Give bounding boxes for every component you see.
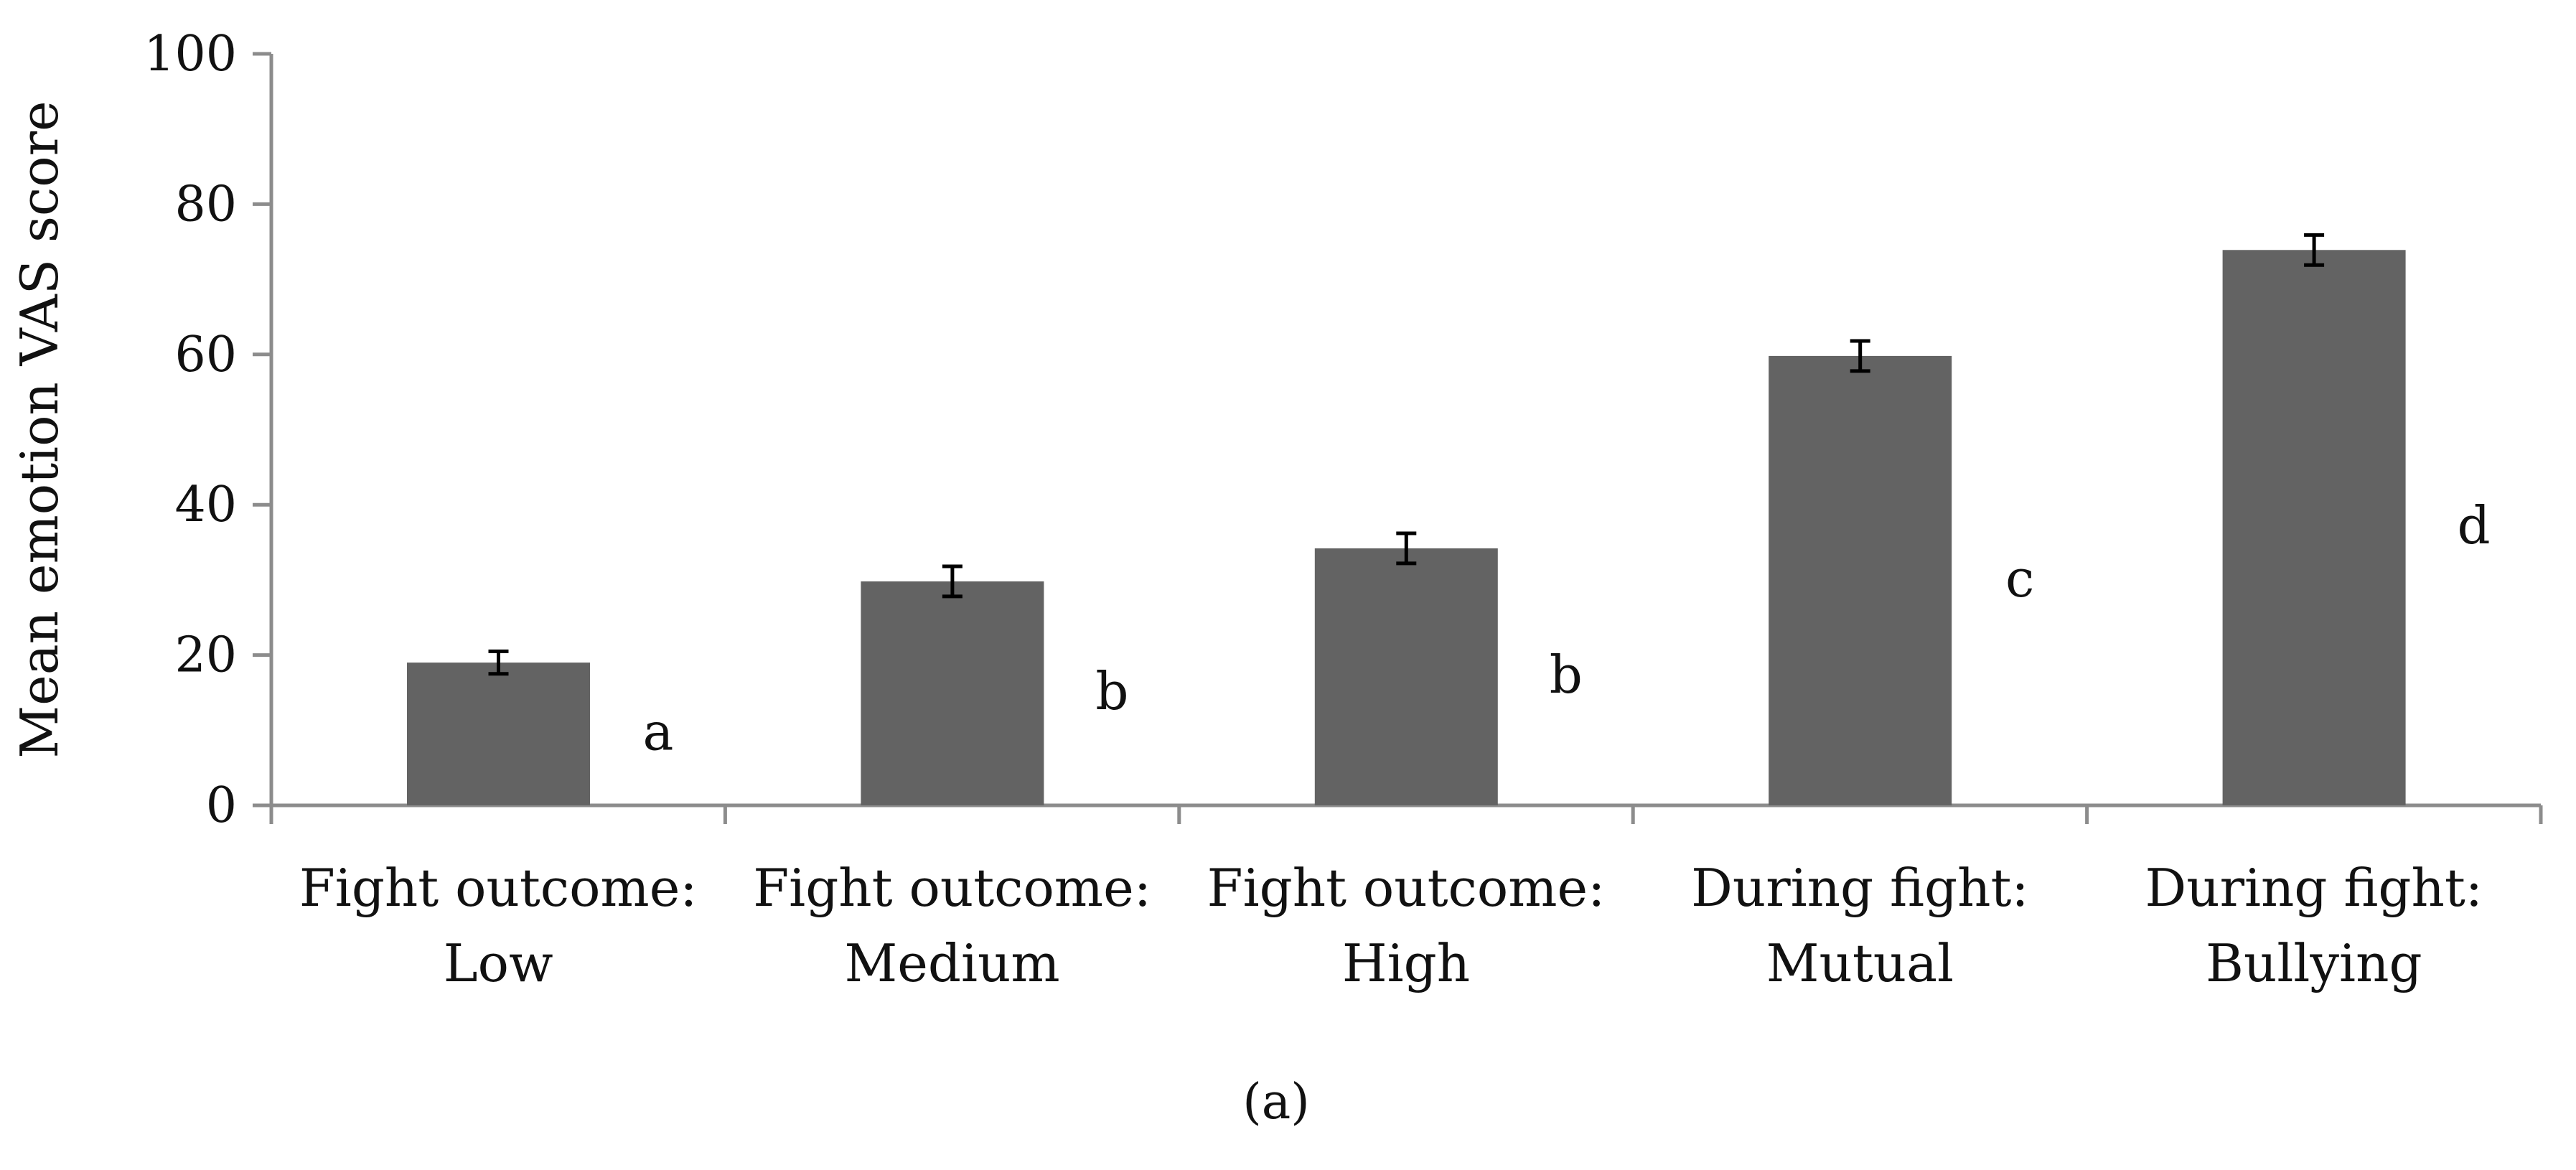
x-axis [269,803,2543,824]
significance-letters: a b b c d [643,495,2491,762]
y-tick-label: 20 [174,627,237,684]
significance-letter: a [643,702,674,762]
y-axis: 0 20 40 60 80 100 [144,26,273,834]
y-tick-label: 80 [174,176,237,233]
significance-letter: c [2005,548,2034,609]
x-tick-label: Fight outcome: [753,858,1151,918]
bar [1314,548,1498,805]
y-axis-title: Mean emotion VAS score [9,100,70,758]
x-tick-label: Mutual [1766,933,1954,993]
error-bars [488,233,2325,676]
y-tick-label: 40 [174,477,237,533]
bar [2222,250,2406,806]
bar [1769,355,1952,805]
bars [407,250,2406,806]
category-labels: Fight outcome: Low Fight outcome: Medium Fig… [299,858,2483,993]
y-tick-label: 0 [206,777,237,834]
x-tick-label: During fight: [2145,858,2483,918]
bar [407,663,590,805]
y-tick-label: 60 [174,327,237,383]
x-tick-label: Bullying [2206,933,2422,993]
x-tick-label: Fight outcome: [299,858,698,918]
significance-letter: b [1095,661,1128,721]
x-tick-label: During fight: [1691,858,2029,918]
panel-label: (a) [1242,1074,1310,1131]
x-tick-label: Fight outcome: [1207,858,1606,918]
x-tick-label: Low [444,933,553,993]
significance-letter: d [2458,495,2491,556]
x-tick-label: Medium [845,933,1060,993]
y-tick-label: 100 [144,26,237,83]
x-tick-label: High [1342,933,1470,993]
bar [861,581,1044,805]
significance-letter: b [1550,645,1583,705]
